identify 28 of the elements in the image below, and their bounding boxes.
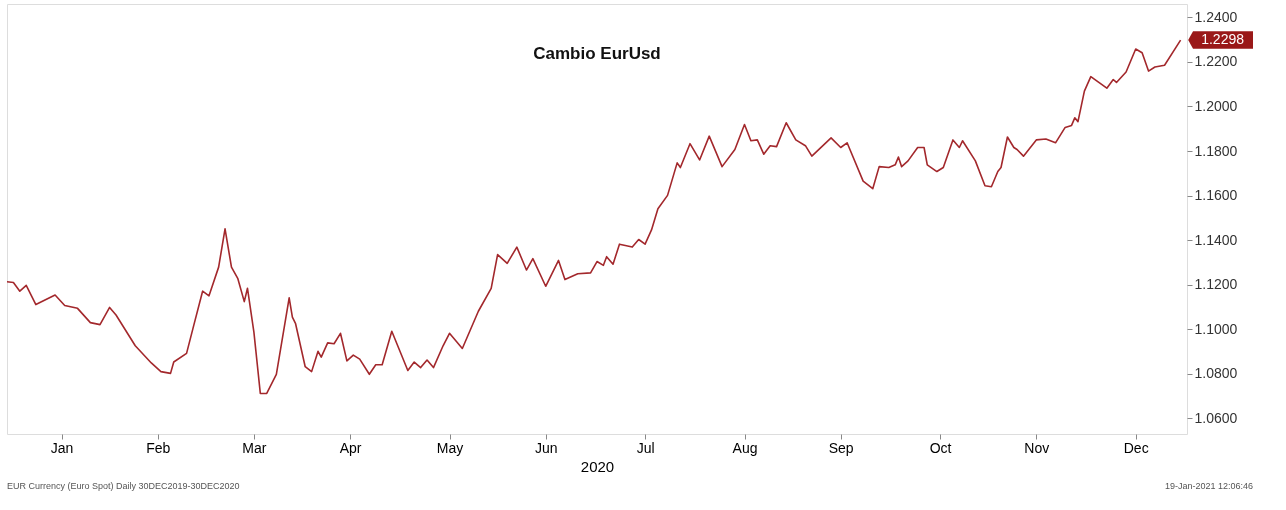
x-tick-label: Jul — [636, 439, 655, 456]
text: EUR Currency (Euro Spot) Daily 30DEC2019-30DEC2020 — [7, 481, 240, 491]
text: Cambio EurUsd — [533, 44, 661, 63]
x-tick-label: Feb — [146, 439, 171, 456]
x-tick-label: Nov — [1024, 439, 1050, 456]
x-tick-label: Dec — [1123, 439, 1149, 456]
y-tick-label: 1.1400 — [1194, 231, 1238, 248]
y-tick-label: 1.1200 — [1194, 276, 1238, 293]
annotation: 1.2298 — [1201, 31, 1245, 48]
y-tick-label: 1.1800 — [1194, 142, 1238, 159]
x-tick-label: Oct — [929, 439, 952, 456]
text: 19-Jan-2021 12:06:46 — [1164, 481, 1253, 491]
x-tick-label: May — [436, 439, 464, 456]
y-tick-label: 1.1000 — [1194, 320, 1238, 337]
x-tick-label: Mar — [242, 439, 267, 456]
y-tick-label: 1.1600 — [1194, 187, 1238, 204]
x-tick-label: Apr — [339, 439, 362, 456]
y-tick-label: 1.0600 — [1194, 409, 1238, 426]
x-tick-label: Aug — [732, 439, 758, 456]
x-axis-title: 2020 — [580, 457, 615, 475]
x-tick-label: Jan — [50, 439, 74, 456]
y-tick-label: 1.2000 — [1194, 97, 1238, 114]
y-tick-label: 1.2400 — [1194, 8, 1238, 25]
y-tick-label: 1.0800 — [1194, 365, 1238, 382]
x-tick-label: Jun — [534, 439, 558, 456]
line-series — [6, 39, 1182, 395]
x-tick-label: Sep — [828, 439, 854, 456]
y-tick-label: 1.2200 — [1194, 53, 1238, 70]
